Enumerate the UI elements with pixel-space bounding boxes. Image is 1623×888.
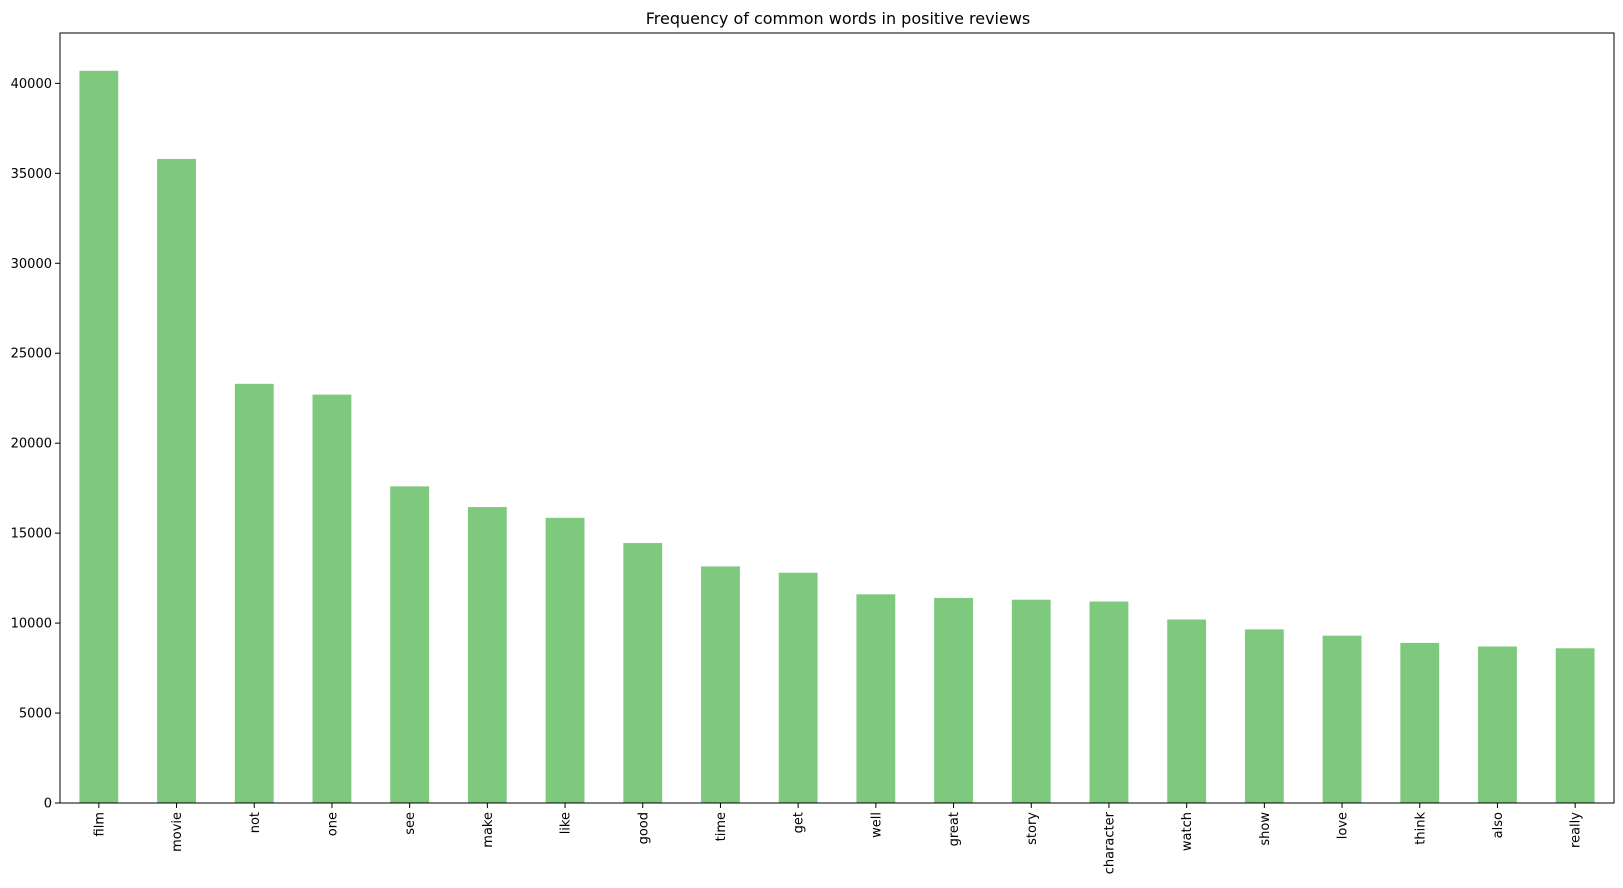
y-tick-label: 5000 [19, 707, 52, 722]
x-tick-label-love: love [1336, 812, 1351, 839]
bar-movie [157, 158, 196, 803]
bar-one [312, 394, 352, 803]
x-tick-label-like: like [559, 812, 574, 834]
x-tick-label-get: get [792, 812, 807, 833]
x-tick-label-show: show [1258, 812, 1273, 846]
y-tick-label: 35000 [11, 167, 52, 182]
x-axis: film movie not one see make like good time get wel… [92, 803, 1584, 874]
y-tick-label: 30000 [11, 257, 52, 272]
x-tick-label-well: well [869, 812, 884, 838]
x-tick-label-story: story [1025, 812, 1040, 845]
bar-make [467, 507, 507, 803]
x-tick-label-time: time [714, 812, 729, 841]
y-tick-label: 15000 [11, 527, 52, 542]
y-tick-label: 25000 [11, 347, 52, 362]
bar-great [934, 597, 973, 803]
bar-also [1478, 646, 1517, 803]
bar-show [1244, 629, 1284, 803]
bar-get [778, 572, 818, 803]
bar-film [79, 70, 119, 803]
bar-not [234, 383, 274, 803]
bars-group [79, 70, 1595, 803]
bar-story [1011, 599, 1051, 803]
bar-time [701, 566, 740, 803]
bar-good [623, 543, 663, 803]
x-tick-label-really: really [1569, 812, 1584, 848]
y-tick-label: 10000 [11, 617, 52, 632]
chart-title: Frequency of common words in positive re… [646, 9, 1031, 28]
x-tick-label-movie: movie [170, 812, 185, 852]
x-tick-label-not: not [248, 812, 263, 833]
y-tick-label: 0 [44, 797, 52, 812]
x-tick-label-also: also [1491, 812, 1506, 838]
bar-think [1400, 642, 1440, 803]
x-tick-label-make: make [481, 812, 496, 848]
bar-like [545, 517, 585, 803]
x-tick-label-see: see [403, 812, 418, 835]
x-tick-label-character: character [1102, 811, 1117, 874]
bar-well [856, 594, 896, 803]
plot-frame [59, 32, 1615, 804]
y-tick-label: 40000 [11, 77, 52, 92]
x-tick-label-think: think [1413, 812, 1428, 845]
x-tick-label-one: one [325, 812, 340, 836]
bar-watch [1167, 619, 1207, 803]
y-tick-label: 20000 [11, 437, 52, 452]
bar-character [1089, 601, 1129, 803]
bar-love [1322, 635, 1362, 803]
x-tick-label-film: film [92, 812, 107, 836]
x-tick-label-great: great [947, 812, 962, 846]
bar-see [390, 486, 430, 803]
x-tick-label-good: good [636, 812, 651, 844]
y-axis: 0 5000 10000 15000 20000 25000 30000 35000 40000 [11, 77, 60, 812]
x-tick-label-watch: watch [1180, 812, 1195, 851]
bar-really [1555, 648, 1595, 803]
